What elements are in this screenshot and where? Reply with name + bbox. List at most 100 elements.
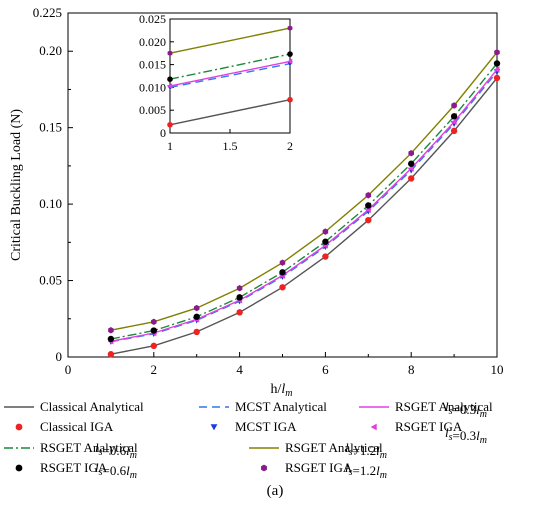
legend-label-6: RSGET Analytical <box>40 440 138 455</box>
series-line-8 <box>110 51 498 331</box>
legend-label-5: RSGET IGA <box>395 419 463 434</box>
data-point-9-6 <box>365 192 372 199</box>
x-tick-label: 4 <box>236 362 243 377</box>
y-tick-label: 0.15 <box>39 120 62 135</box>
main-plot-area: 0 2 4 6 8 1000.050.100.150.200.225h/lmCritica… <box>9 5 504 399</box>
x-tick-label: 10 <box>491 362 504 377</box>
inset-data-point-1-1 <box>287 96 293 103</box>
data-point-9-0 <box>108 327 114 334</box>
data-point-5-7 <box>408 165 414 172</box>
y-tick-label: 0.05 <box>39 273 62 288</box>
inset-data-point-5-0 <box>167 83 173 89</box>
inset-data-point-5-1 <box>287 58 293 65</box>
data-point-7-7 <box>408 160 415 167</box>
series-line-6 <box>110 63 498 340</box>
data-point-9-1 <box>151 318 157 326</box>
data-point-9-7 <box>408 149 414 157</box>
data-point-7-8 <box>450 113 458 120</box>
inset-series-line-6 <box>169 53 291 80</box>
data-point-9-5 <box>322 228 329 235</box>
legend-param-2: ls=0.3lm <box>445 399 487 420</box>
inset-data-point-7-0 <box>167 76 173 82</box>
data-point-1-6 <box>365 216 372 224</box>
x-tick-label: 8 <box>408 362 415 377</box>
caption: (a) <box>267 483 284 499</box>
data-point-9-4 <box>279 259 286 266</box>
legend-label-7: RSGET Analytical <box>285 440 383 455</box>
legend-swatch-5 <box>370 423 377 431</box>
legend-param-7: ls=1.2lm <box>345 440 387 461</box>
data-point-7-6 <box>365 202 372 209</box>
legend-label-8: RSGET IGA <box>40 460 108 475</box>
data-point-7-9 <box>493 60 501 67</box>
data-point-9-3 <box>236 285 243 292</box>
legend-swatch-3 <box>15 423 23 431</box>
legend-swatch-8 <box>15 464 23 472</box>
series-line-0 <box>110 77 498 355</box>
inset-y-tick-label: 0.020 <box>139 35 166 49</box>
legend-label-2: RSGET Analytical <box>395 399 493 414</box>
data-point-1-4 <box>279 284 286 291</box>
y-tick-label: 0.10 <box>39 196 62 211</box>
x-tick-label: 6 <box>322 362 329 377</box>
inset-data-point-9-0 <box>167 50 173 56</box>
legend-swatch-9 <box>261 464 267 472</box>
data-point-1-0 <box>107 351 115 358</box>
y-axis-title: Critical Buckling Load (N) <box>9 109 24 261</box>
legend-param-6: ls=0.6lm <box>95 440 137 461</box>
inset-y-tick-label: 0 <box>160 126 166 140</box>
data-point-1-7 <box>408 175 415 182</box>
data-point-5-9 <box>493 66 500 73</box>
legend-param-9: ls=1.2lm <box>345 460 387 481</box>
inset-y-tick-label: 0.010 <box>139 80 166 94</box>
inset-data-point-7-1 <box>287 51 293 57</box>
series-line-4 <box>110 69 498 342</box>
legend-label-0: Classical Analytical <box>40 399 144 414</box>
data-point-7-0 <box>107 335 115 343</box>
inset-series-line-8 <box>169 27 291 54</box>
series-line-2 <box>110 71 498 343</box>
inset-y-tick-label: 0.025 <box>139 12 166 26</box>
inset-frame <box>169 18 291 134</box>
data-point-7-3 <box>236 294 243 301</box>
data-point-1-2 <box>193 328 200 336</box>
data-point-5-8 <box>450 118 457 126</box>
data-point-9-9 <box>494 49 500 56</box>
inset-data-point-9-1 <box>287 25 293 31</box>
inset-series-line-0 <box>169 99 291 126</box>
x-tick-label: 0 <box>65 362 72 377</box>
legend-label-4: MCST IGA <box>235 419 297 434</box>
inset-x-tick-label: 1.5 <box>223 139 238 153</box>
legend-param-5: ls=0.3lm <box>445 425 487 446</box>
data-point-1-8 <box>450 127 458 135</box>
data-point-9-8 <box>451 102 457 109</box>
legend: Classical Analytical MCST Analytical RSGET… <box>4 399 493 481</box>
inset-y-tick-label: 0.015 <box>139 58 166 72</box>
legend-label-3: Classical IGA <box>40 419 114 434</box>
data-point-7-1 <box>150 327 157 334</box>
x-axis-title: h/lm <box>271 382 293 399</box>
data-point-1-3 <box>236 309 243 316</box>
y-tick-label: 0.20 <box>39 43 62 58</box>
inset-series-line-4 <box>169 60 291 87</box>
data-point-7-5 <box>322 238 329 245</box>
data-point-1-1 <box>150 342 157 350</box>
data-point-1-5 <box>322 253 329 260</box>
y-tick-label: 0.225 <box>33 5 62 20</box>
inset-series-line-2 <box>169 63 291 89</box>
inset-x-tick-label: 2 <box>287 139 293 153</box>
legend-label-1: MCST Analytical <box>235 399 327 414</box>
inset-x-tick-label: 1 <box>167 139 173 153</box>
data-point-1-9 <box>493 74 501 82</box>
data-point-7-4 <box>279 269 286 276</box>
legend-swatch-4 <box>210 424 218 431</box>
data-point-7-2 <box>193 313 200 320</box>
inset-plot-area: 1 1.5 2 0 0.005 0.010 0.015 0.020 0.025 <box>139 12 293 153</box>
legend-label-9: RSGET IGA <box>285 460 353 475</box>
y-tick-label: 0 <box>56 349 63 364</box>
data-point-9-2 <box>193 304 200 312</box>
legend-param-8: ls=0.6lm <box>95 460 137 481</box>
inset-data-point-1-0 <box>167 121 173 128</box>
x-tick-label: 2 <box>151 362 158 377</box>
